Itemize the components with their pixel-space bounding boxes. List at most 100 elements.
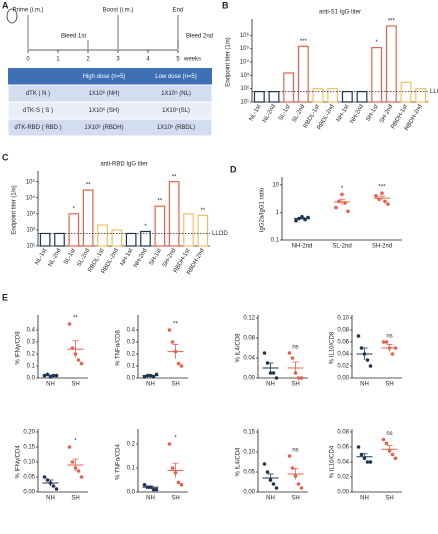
bar xyxy=(268,91,280,103)
table-cell: dTK-S ( S ) xyxy=(23,108,53,114)
event-label: Boost (i.m.) xyxy=(103,8,134,14)
table-cell: dTK-RBD ( RBD ) xyxy=(14,125,61,131)
data-point xyxy=(179,364,184,368)
x-tick-label: NL-1st xyxy=(34,248,48,267)
bar xyxy=(415,88,427,103)
panel-label: C xyxy=(2,152,9,162)
data-point xyxy=(179,483,184,487)
bar xyxy=(283,72,295,103)
y-tick-label: 0.08 xyxy=(243,336,255,342)
x-tick-label: NH-2nd xyxy=(350,104,366,125)
y-tick-label: 10⁴ xyxy=(240,59,250,66)
y-axis-label: % IL4/CD4 xyxy=(236,447,242,477)
y-tick-label: 10¹ xyxy=(26,244,35,250)
data-point xyxy=(365,460,370,464)
data-point xyxy=(380,191,384,195)
panel-label: D xyxy=(230,164,237,174)
panel-label: B xyxy=(222,0,229,10)
y-tick-label: 0.04 xyxy=(337,460,349,466)
y-tick-label: 10² xyxy=(26,227,35,233)
data-point xyxy=(384,441,389,446)
x-tick-label: NL-2nd xyxy=(262,104,277,124)
table-header: Low dose (n=5) xyxy=(155,74,197,80)
data-point xyxy=(262,462,267,466)
data-point xyxy=(79,475,84,479)
table-header-bg xyxy=(8,68,212,85)
bar xyxy=(68,213,80,247)
bar xyxy=(125,232,137,247)
y-axis-label: % IL10/CD8 xyxy=(330,331,336,364)
bar xyxy=(183,213,194,247)
bar xyxy=(297,45,309,103)
timeline-tick-label: 0 xyxy=(26,57,30,63)
table-cell: 1X10⁵(SL) xyxy=(162,107,190,114)
y-tick-label: 0.02 xyxy=(337,364,349,370)
data-point xyxy=(299,486,304,490)
y-tick-label: 0.20 xyxy=(23,430,35,436)
data-point xyxy=(390,352,395,356)
x-tick-label: NH xyxy=(266,496,275,502)
x-tick-label: NH-1st xyxy=(120,248,135,267)
data-point xyxy=(51,484,56,488)
y-tick-label: 0.10 xyxy=(23,460,35,466)
reference-label: LLOD xyxy=(430,89,438,95)
data-point xyxy=(79,361,84,366)
bar xyxy=(356,91,368,103)
y-tick-label: 0.1 xyxy=(127,364,136,370)
x-tick-label: SH xyxy=(171,382,179,388)
x-tick-label: NL-2nd xyxy=(48,248,63,268)
timeline-tick-label: 3 xyxy=(116,57,120,63)
panel-label: A xyxy=(2,0,9,10)
y-tick-label: 0.02 xyxy=(337,475,349,481)
y-tick-label: 0.2 xyxy=(127,352,136,358)
data-point xyxy=(176,361,181,366)
data-point xyxy=(368,364,373,368)
x-tick-label: SH-2nd xyxy=(162,248,177,269)
y-tick-label: 0.05 xyxy=(243,470,255,476)
significance: * xyxy=(174,436,177,442)
data-point xyxy=(290,356,295,360)
y-tick-label: 10³ xyxy=(240,73,249,79)
panel-label: E xyxy=(2,292,8,302)
data-point xyxy=(274,486,279,490)
data-point xyxy=(340,192,344,197)
y-tick-label: 0.15 xyxy=(243,430,255,436)
y-tick-label: 10² xyxy=(240,86,249,92)
data-point xyxy=(170,340,175,344)
y-tick-label: 10 xyxy=(272,182,279,188)
significance: *** xyxy=(388,19,396,25)
y-axis-label: Endpoint titer (1/n) xyxy=(12,185,18,234)
event-label: Bleed 2nd xyxy=(186,34,213,40)
event-label: Prime (i.m.) xyxy=(13,8,44,14)
x-tick-label: SH-1st xyxy=(365,104,380,123)
data-point xyxy=(67,445,72,449)
data-point xyxy=(386,202,390,206)
bar xyxy=(385,25,397,103)
data-point xyxy=(383,199,387,204)
y-tick-label: 0.00 xyxy=(337,376,349,382)
significance: *** xyxy=(378,185,386,191)
y-axis-label: % IFNγ/CD4 xyxy=(16,445,22,479)
bar xyxy=(312,88,324,103)
x-tick-label: NH xyxy=(146,496,155,502)
y-axis-label: Endpoint titer (1/n) xyxy=(226,37,232,86)
data-point xyxy=(76,469,81,473)
bar xyxy=(54,232,65,247)
data-point xyxy=(296,482,301,486)
data-point xyxy=(374,194,378,198)
bar xyxy=(253,91,265,103)
x-tick-label: NH xyxy=(360,496,369,502)
bar xyxy=(327,88,339,103)
data-point xyxy=(356,334,361,338)
y-tick-label: 0.3 xyxy=(27,340,36,346)
x-tick-label: NH xyxy=(146,382,155,388)
x-tick-label: SH xyxy=(385,496,393,502)
data-point xyxy=(274,376,279,380)
y-tick-label: 10³ xyxy=(26,211,35,217)
significance: ns xyxy=(292,345,298,351)
y-tick-label: 0.12 xyxy=(243,316,255,322)
bar xyxy=(154,205,166,247)
data-point xyxy=(54,487,59,491)
y-tick-label: 10⁵ xyxy=(240,45,250,52)
bar xyxy=(197,214,209,247)
